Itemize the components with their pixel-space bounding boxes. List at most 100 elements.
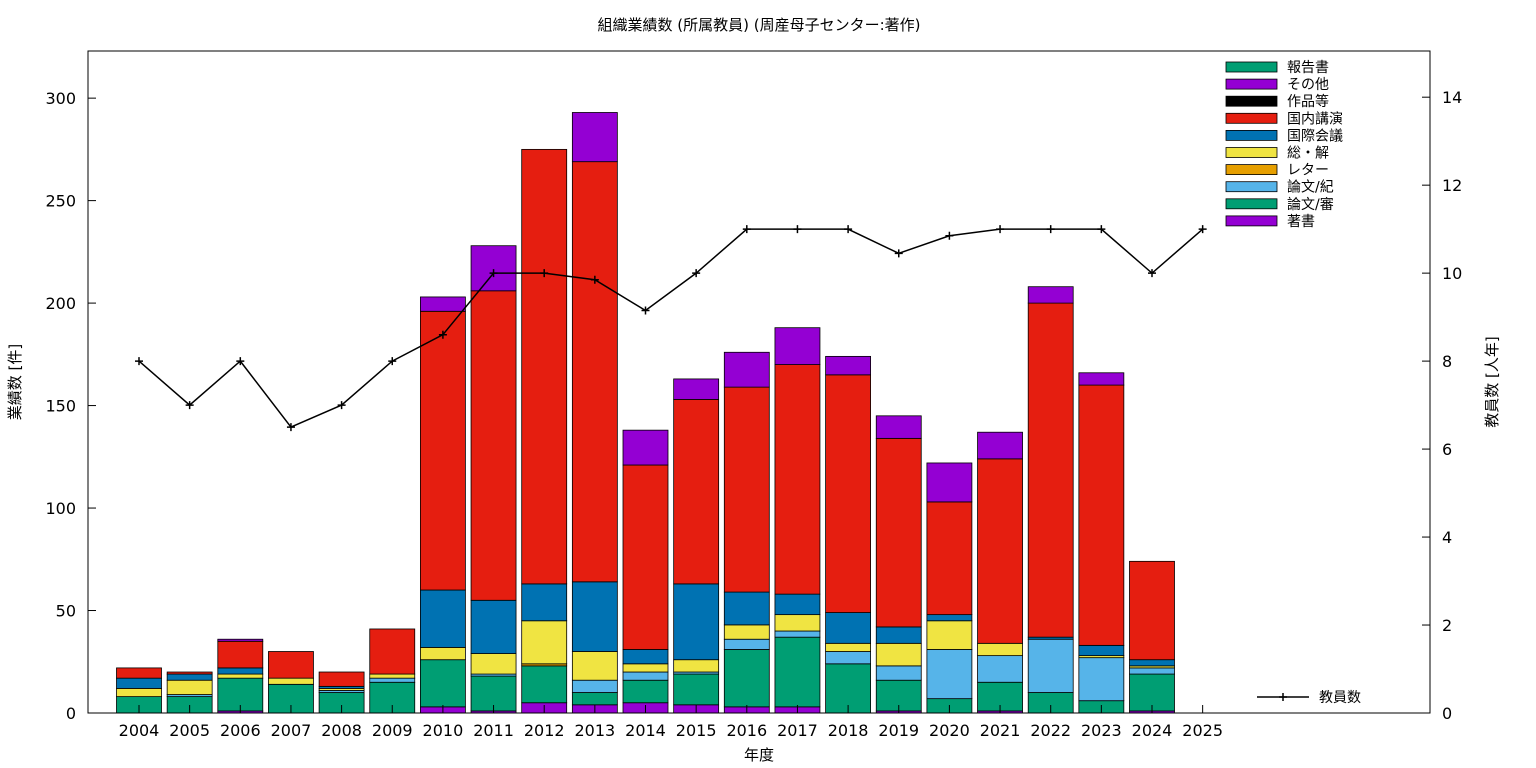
bar-segment bbox=[875, 642, 922, 667]
bar-segment bbox=[723, 351, 770, 388]
bar-segment bbox=[673, 399, 720, 585]
plot-frame bbox=[87, 50, 1431, 714]
x-tick-label: 2021 bbox=[980, 721, 1021, 740]
bar-segment bbox=[419, 310, 466, 591]
faculty-count-point bbox=[185, 401, 194, 410]
bar-segment bbox=[470, 599, 517, 654]
faculty-count-point bbox=[286, 423, 295, 432]
bar-segment bbox=[774, 327, 821, 365]
bar-segment bbox=[1078, 644, 1125, 657]
y2-tick-label: 8 bbox=[1442, 352, 1452, 371]
bar-segment bbox=[875, 665, 922, 681]
bar-segment bbox=[673, 583, 720, 661]
faculty-count-point bbox=[337, 401, 346, 410]
bar-segment bbox=[369, 628, 416, 675]
bar-segment bbox=[723, 591, 770, 626]
bar-segment bbox=[673, 378, 720, 400]
x-tick-label: 2022 bbox=[1030, 721, 1071, 740]
faculty-count-point bbox=[793, 225, 802, 234]
legend-label: 教員数 bbox=[1319, 690, 1361, 706]
bar-segment bbox=[217, 640, 264, 669]
legend-label: 報告書 bbox=[1287, 60, 1329, 76]
y-tick-label: 150 bbox=[45, 397, 76, 416]
bar-segment bbox=[217, 667, 264, 675]
faculty-count-point bbox=[1097, 225, 1106, 234]
x-tick-label: 2020 bbox=[929, 721, 970, 740]
bar-segment bbox=[673, 673, 720, 706]
legend-swatch bbox=[1225, 198, 1278, 210]
bar-segment bbox=[875, 437, 922, 628]
bar-segment bbox=[622, 663, 669, 673]
bar-segment bbox=[571, 651, 618, 681]
legend-label: 著書 bbox=[1287, 214, 1315, 230]
faculty-count-point bbox=[388, 357, 397, 366]
legend-label: 総・解 bbox=[1287, 146, 1329, 162]
bar-segment bbox=[723, 386, 770, 593]
bar-segment bbox=[1129, 659, 1175, 667]
faculty-count-line bbox=[138, 228, 1204, 429]
bar-segment bbox=[926, 649, 973, 700]
x-tick-label: 2024 bbox=[1132, 721, 1173, 740]
bar-segment bbox=[1129, 667, 1175, 675]
bar-segment bbox=[926, 501, 973, 616]
bar-segment bbox=[875, 415, 922, 439]
legend-swatch bbox=[1225, 181, 1278, 193]
x-tick-label: 2025 bbox=[1182, 721, 1223, 740]
bar-segment bbox=[318, 671, 365, 687]
bar-segment bbox=[774, 364, 821, 595]
bar-segment bbox=[926, 462, 973, 503]
bar-segment bbox=[622, 671, 669, 681]
bar-segment bbox=[723, 649, 770, 708]
bar-segment bbox=[571, 112, 618, 163]
legend-label: 国際会議 bbox=[1287, 127, 1343, 144]
bar-segment bbox=[116, 688, 162, 698]
y2-axis-title: 教員数 [人年] bbox=[1483, 336, 1501, 427]
bar-segment bbox=[470, 245, 517, 292]
legend-label: 作品等 bbox=[1287, 93, 1329, 110]
bar-segment bbox=[217, 673, 264, 679]
x-tick-label: 2015 bbox=[676, 721, 717, 740]
bar-segment bbox=[774, 630, 821, 638]
bar-segment bbox=[268, 677, 314, 685]
bar-segment bbox=[166, 679, 213, 695]
legend-line-marker bbox=[1279, 693, 1287, 701]
bar-segment bbox=[369, 677, 416, 683]
legend-label: その他 bbox=[1287, 77, 1329, 93]
legend-swatch bbox=[1225, 129, 1278, 141]
bar-segment bbox=[774, 614, 821, 632]
legend-swatch bbox=[1225, 95, 1278, 107]
bar-segment bbox=[521, 583, 568, 622]
faculty-count-point bbox=[742, 225, 751, 234]
legend-label: 国内講演 bbox=[1287, 111, 1343, 127]
x-tick-label: 2016 bbox=[726, 721, 767, 740]
faculty-count-point bbox=[590, 275, 599, 284]
bar-segment bbox=[825, 374, 871, 613]
faculty-count-line-layer bbox=[135, 225, 1207, 432]
x-tick-label: 2017 bbox=[777, 721, 818, 740]
bar-segment bbox=[419, 589, 466, 648]
faculty-count-point bbox=[135, 357, 143, 366]
bar-segment bbox=[622, 679, 669, 704]
bar-segment bbox=[825, 663, 871, 714]
bar-segment bbox=[470, 290, 517, 601]
y-tick-label: 250 bbox=[45, 192, 76, 211]
faculty-count-point bbox=[641, 306, 650, 315]
x-tick-label: 2019 bbox=[878, 721, 919, 740]
bar-segment bbox=[926, 614, 973, 622]
bar-segment bbox=[977, 642, 1023, 657]
x-tick-label: 2018 bbox=[828, 721, 869, 740]
x-tick-label: 2004 bbox=[119, 721, 160, 740]
faculty-count-point bbox=[489, 269, 498, 278]
faculty-count-point bbox=[1148, 269, 1156, 278]
bar-segment bbox=[166, 671, 213, 675]
y-tick-label: 200 bbox=[45, 294, 76, 313]
bar-segment bbox=[723, 638, 770, 650]
bar-segment bbox=[1027, 302, 1074, 638]
x-tick-label: 2009 bbox=[372, 721, 413, 740]
faculty-count-point bbox=[996, 225, 1005, 234]
x-tick-label: 2010 bbox=[423, 721, 464, 740]
bar-segment bbox=[470, 653, 517, 675]
bar-segment bbox=[217, 638, 264, 642]
